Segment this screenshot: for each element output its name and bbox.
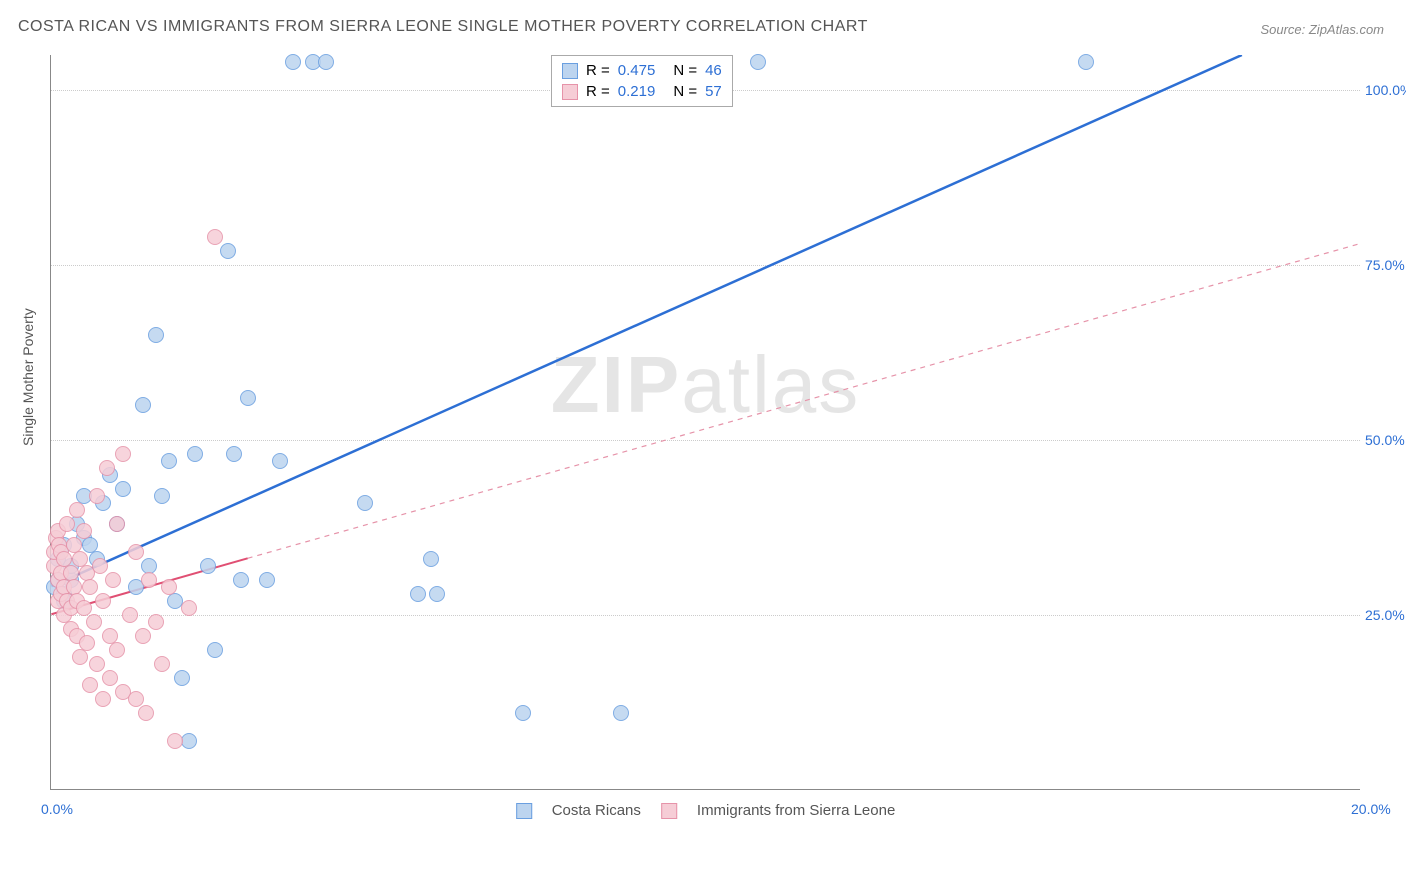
legend-r-label: R = [586,62,610,79]
data-point [138,705,154,721]
data-point [76,523,92,539]
data-point [174,670,190,686]
gridline [51,615,1360,616]
legend-n-label: N = [673,62,697,79]
data-point [69,502,85,518]
data-point [161,453,177,469]
legend-swatch-b-icon [661,803,677,819]
correlation-legend: R = 0.475 N = 46 R = 0.219 N = 57 [551,55,733,107]
data-point [128,544,144,560]
data-point [109,516,125,532]
y-tick-label: 100.0% [1365,82,1406,98]
data-point [72,649,88,665]
data-point [226,446,242,462]
data-point [102,670,118,686]
data-point [515,705,531,721]
data-point [95,691,111,707]
gridline [51,440,1360,441]
trend-lines [51,55,1360,789]
source-label: Source: ZipAtlas.com [1260,22,1384,37]
data-point [89,656,105,672]
x-tick-label: 0.0% [41,801,73,817]
data-point [161,579,177,595]
data-point [357,495,373,511]
data-point [272,453,288,469]
y-axis-label: Single Mother Poverty [20,308,36,446]
data-point [181,600,197,616]
chart-title: COSTA RICAN VS IMMIGRANTS FROM SIERRA LE… [18,18,868,36]
legend-swatch-a-icon [516,803,532,819]
data-point [207,229,223,245]
data-point [207,642,223,658]
y-tick-label: 75.0% [1365,257,1406,273]
gridline [51,265,1360,266]
watermark-bold: ZIP [551,340,681,429]
data-point [141,572,157,588]
data-point [109,642,125,658]
data-point [167,733,183,749]
legend-r-value-b: 0.219 [618,83,656,100]
legend-swatch-a-icon [562,63,578,79]
series-legend: Costa Ricans Immigrants from Sierra Leon… [516,802,896,819]
data-point [115,481,131,497]
legend-swatch-b-icon [562,84,578,100]
y-tick-label: 50.0% [1365,432,1406,448]
data-point [1078,54,1094,70]
legend-series-a: Costa Ricans [552,802,641,819]
watermark: ZIPatlas [551,339,860,431]
legend-n-label: N = [673,83,697,100]
data-point [259,572,275,588]
legend-r-value-a: 0.475 [618,62,656,79]
data-point [220,243,236,259]
data-point [285,54,301,70]
legend-row-b: R = 0.219 N = 57 [562,81,722,102]
data-point [429,586,445,602]
data-point [200,558,216,574]
legend-series-b: Immigrants from Sierra Leone [697,802,895,819]
data-point [86,614,102,630]
data-point [76,600,92,616]
data-point [128,691,144,707]
data-point [154,656,170,672]
legend-n-value-a: 46 [705,62,722,79]
legend-n-value-b: 57 [705,83,722,100]
data-point [59,516,75,532]
data-point [410,586,426,602]
data-point [233,572,249,588]
data-point [423,551,439,567]
data-point [79,635,95,651]
legend-row-a: R = 0.475 N = 46 [562,60,722,81]
data-point [82,579,98,595]
data-point [115,446,131,462]
data-point [148,614,164,630]
legend-r-label: R = [586,83,610,100]
data-point [318,54,334,70]
x-tick-label: 20.0% [1351,801,1391,817]
data-point [105,572,121,588]
watermark-light: atlas [681,340,860,429]
data-point [89,488,105,504]
data-point [750,54,766,70]
data-point [122,607,138,623]
y-tick-label: 25.0% [1365,607,1406,623]
data-point [240,390,256,406]
data-point [154,488,170,504]
data-point [187,446,203,462]
chart-plot-area: ZIPatlas 25.0%50.0%75.0%100.0% 0.0%20.0%… [50,55,1360,790]
data-point [148,327,164,343]
data-point [135,397,151,413]
data-point [82,677,98,693]
data-point [613,705,629,721]
data-point [99,460,115,476]
data-point [92,558,108,574]
data-point [95,593,111,609]
data-point [135,628,151,644]
